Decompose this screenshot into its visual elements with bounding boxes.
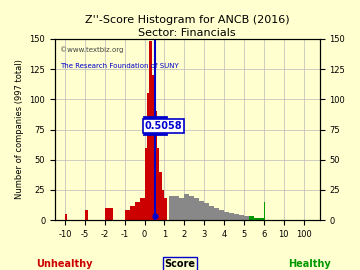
Bar xyxy=(179,198,184,220)
Text: Healthy: Healthy xyxy=(288,259,331,269)
Bar xyxy=(165,198,167,220)
Bar xyxy=(159,172,162,220)
Bar xyxy=(214,208,219,220)
Bar xyxy=(194,198,199,220)
Text: The Research Foundation of SUNY: The Research Foundation of SUNY xyxy=(60,63,179,69)
Text: Score: Score xyxy=(165,259,195,269)
Bar xyxy=(65,214,67,220)
Y-axis label: Number of companies (997 total): Number of companies (997 total) xyxy=(15,60,24,200)
Bar xyxy=(239,215,244,220)
Bar xyxy=(152,75,154,220)
Bar xyxy=(259,218,264,220)
Bar xyxy=(149,41,152,220)
Text: ©www.textbiz.org: ©www.textbiz.org xyxy=(60,46,124,53)
Bar xyxy=(204,203,209,220)
Bar xyxy=(174,196,179,220)
Bar xyxy=(157,148,159,220)
Bar xyxy=(249,217,254,220)
Text: Unhealthy: Unhealthy xyxy=(36,259,93,269)
Bar xyxy=(199,201,204,220)
Bar xyxy=(254,218,259,220)
Bar xyxy=(224,212,229,220)
Bar xyxy=(219,210,224,220)
Bar xyxy=(264,202,265,220)
Bar xyxy=(184,194,189,220)
Bar xyxy=(229,213,234,220)
Bar xyxy=(189,196,194,220)
Bar xyxy=(130,205,135,220)
Bar xyxy=(85,210,87,220)
Bar xyxy=(144,148,147,220)
Bar xyxy=(154,112,157,220)
Bar xyxy=(140,198,144,220)
Bar xyxy=(234,214,239,220)
Bar xyxy=(125,210,135,220)
Bar xyxy=(244,217,249,220)
Bar xyxy=(105,208,113,220)
Bar xyxy=(169,196,174,220)
Text: 0.5058: 0.5058 xyxy=(145,121,182,131)
Bar xyxy=(147,93,149,220)
Title: Z''-Score Histogram for ANCB (2016)
Sector: Financials: Z''-Score Histogram for ANCB (2016) Sect… xyxy=(85,15,289,38)
Bar xyxy=(162,190,165,220)
Bar xyxy=(209,205,214,220)
Bar xyxy=(135,202,140,220)
